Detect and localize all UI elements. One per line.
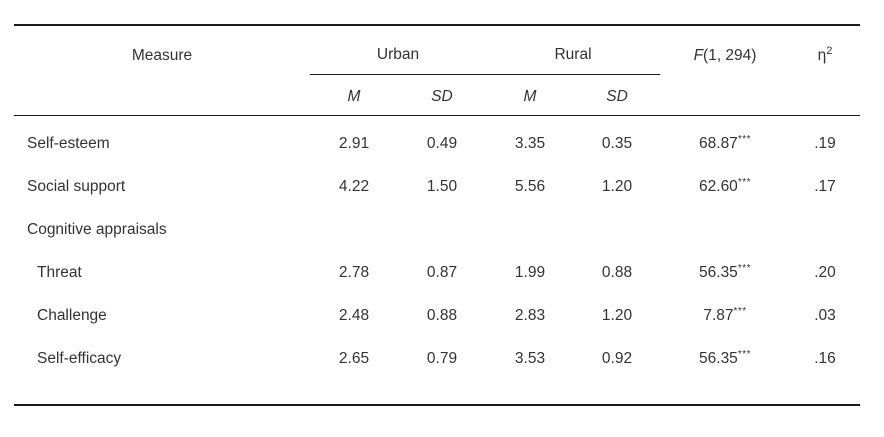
row-label: Cognitive appraisals <box>27 220 167 238</box>
rural-mean-cell <box>486 208 574 251</box>
urban-sd-cell: 0.49 <box>426 134 458 152</box>
f-value: 7.87 <box>703 306 734 324</box>
row-label: Threat <box>37 263 82 281</box>
significance-stars-icon: *** <box>737 348 751 360</box>
significance-stars-icon: *** <box>737 176 751 188</box>
eta-squared-cell <box>790 208 860 251</box>
table-row: Threat 2.78 0.87 1.99 0.88 56.35*** .20 <box>14 251 860 294</box>
f-value: 62.60 <box>699 177 738 195</box>
empty-header-cell <box>660 74 791 116</box>
eta-squared-cell: .16 <box>814 349 836 367</box>
f-value: 56.35 <box>699 349 738 367</box>
eta-squared-column-header: η2 <box>790 25 860 74</box>
f-value-cell: 56.35*** <box>660 337 790 380</box>
measure-column-header: Measure <box>131 46 193 64</box>
table-row: Self-efficacy 2.65 0.79 3.53 0.92 56.35*… <box>14 337 860 380</box>
f-statistic-column-header: F(1, 294) <box>660 25 790 74</box>
urban-sd-cell <box>398 208 486 251</box>
row-label: Challenge <box>37 306 107 324</box>
rural-sd-cell: 1.20 <box>601 177 633 195</box>
urban-sd-cell: 0.88 <box>426 306 458 324</box>
table-row: Cognitive appraisals <box>14 208 860 251</box>
urban-sd-cell: 1.50 <box>426 177 458 195</box>
f-value-cell: 56.35*** <box>660 251 790 294</box>
eta-symbol: η <box>817 46 827 64</box>
rural-mean-header: M <box>486 74 574 116</box>
urban-sd-cell: 0.79 <box>426 349 458 367</box>
urban-sd-header: SD <box>398 74 486 116</box>
row-label: Social support <box>27 177 126 195</box>
f-value-cell: 7.87*** <box>660 294 790 337</box>
rural-mean-cell: 2.83 <box>514 306 546 324</box>
rural-mean-cell: 1.99 <box>514 263 546 281</box>
rural-sd-cell: 0.88 <box>601 263 633 281</box>
rural-sd-cell: 1.20 <box>601 306 633 324</box>
f-statistic-symbol: F <box>693 46 704 64</box>
rural-group-header: Rural <box>486 25 661 75</box>
urban-mean-cell: 2.91 <box>338 134 370 152</box>
significance-stars-icon: *** <box>733 305 747 317</box>
table-row: Self-esteem 2.91 0.49 3.35 0.35 68.87***… <box>14 122 860 165</box>
bottom-spacer-row <box>14 380 860 405</box>
rural-mean-cell: 5.56 <box>514 177 546 195</box>
rural-sd-header: SD <box>574 74 661 116</box>
urban-mean-header: M <box>310 74 398 116</box>
f-value: 68.87 <box>699 134 738 152</box>
urban-mean-cell <box>310 208 398 251</box>
statistic-header-row: M SD M SD <box>14 74 861 116</box>
rural-sd-cell: 0.92 <box>601 349 633 367</box>
table-row: Social support 4.22 1.50 5.56 1.20 62.60… <box>14 165 860 208</box>
significance-stars-icon: *** <box>737 133 751 145</box>
eta-squared-cell: .17 <box>814 177 836 195</box>
row-label: Self-efficacy <box>37 349 122 367</box>
eta-squared-cell: .19 <box>814 134 836 152</box>
table-row: Challenge 2.48 0.88 2.83 1.20 7.87*** .0… <box>14 294 860 337</box>
table-header: Measure Urban Rural F(1, 294) η2 M SD M … <box>14 25 861 116</box>
eta-squared-cell: .20 <box>814 263 836 281</box>
f-value-cell: 62.60*** <box>660 165 790 208</box>
significance-stars-icon: *** <box>737 262 751 274</box>
f-value: 56.35 <box>699 263 738 281</box>
row-label: Self-esteem <box>27 134 110 152</box>
eta-exponent: 2 <box>826 44 833 57</box>
table-body: Self-esteem 2.91 0.49 3.35 0.35 68.87***… <box>14 115 860 405</box>
rural-mean-cell: 3.53 <box>514 349 546 367</box>
f-value-cell <box>660 208 790 251</box>
urban-group-header: Urban <box>310 25 486 75</box>
urban-mean-cell: 4.22 <box>338 177 370 195</box>
spacer-cell <box>14 380 860 405</box>
urban-sd-cell: 0.87 <box>426 263 458 281</box>
rural-sd-cell: 0.35 <box>601 134 633 152</box>
group-header-row: Measure Urban Rural F(1, 294) η2 <box>14 25 860 75</box>
top-spacer-row <box>14 115 860 122</box>
urban-mean-cell: 2.78 <box>338 263 370 281</box>
urban-mean-cell: 2.65 <box>338 349 370 367</box>
f-statistic-df: (1, 294) <box>703 46 757 64</box>
spacer-cell <box>14 115 860 122</box>
anova-results-table: Measure Urban Rural F(1, 294) η2 M SD M … <box>14 24 861 406</box>
rural-sd-cell <box>574 208 660 251</box>
f-value-cell: 68.87*** <box>660 122 790 165</box>
rural-mean-cell: 3.35 <box>514 134 546 152</box>
eta-squared-cell: .03 <box>814 306 836 324</box>
empty-header-cell <box>14 74 310 116</box>
urban-mean-cell: 2.48 <box>338 306 370 324</box>
empty-header-cell <box>790 74 861 116</box>
